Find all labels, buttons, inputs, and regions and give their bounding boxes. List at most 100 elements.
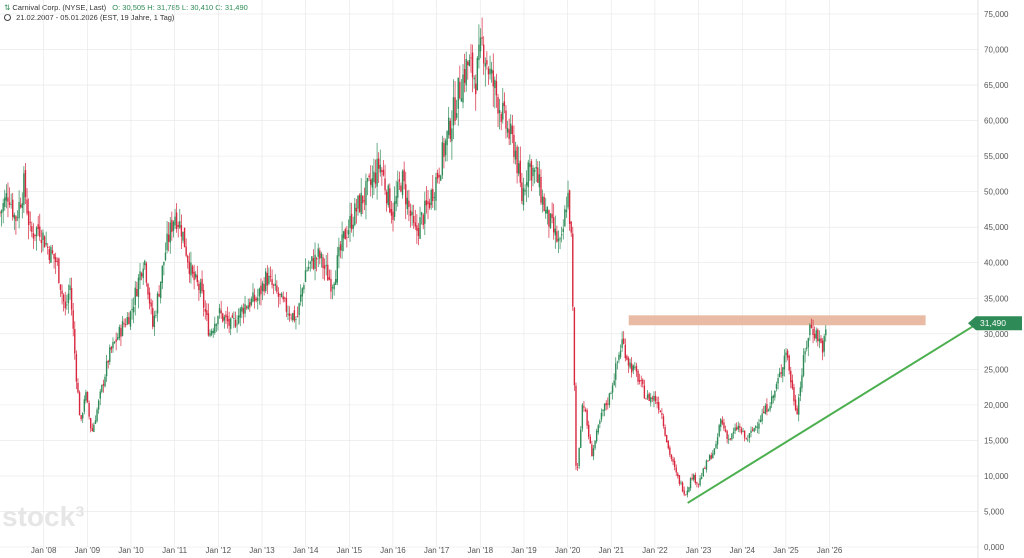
- candle-body: [398, 179, 401, 182]
- candle-body: [608, 393, 611, 406]
- candle-body: [204, 308, 206, 312]
- candle-body: [198, 283, 200, 291]
- candle-body: [295, 318, 297, 320]
- candle-body: [196, 275, 198, 283]
- x-tick-label: Jan '14: [293, 546, 319, 555]
- candle-body: [619, 350, 622, 358]
- candle-body: [465, 59, 467, 86]
- candle-body: [93, 424, 95, 432]
- x-tick-label: Jan '20: [555, 546, 581, 555]
- candle-body: [804, 351, 806, 355]
- candle-body: [683, 490, 685, 495]
- candle-body: [610, 393, 612, 395]
- resistance-zone: [628, 315, 926, 326]
- candle-body: [392, 211, 394, 220]
- candle-body: [459, 81, 461, 99]
- candle-body: [209, 333, 211, 336]
- candle-body: [124, 324, 127, 326]
- candle-body: [751, 429, 754, 431]
- candle-body: [470, 57, 472, 59]
- candle-body: [645, 398, 647, 400]
- candle-body: [288, 313, 291, 317]
- candle-body: [279, 293, 281, 296]
- candle-body: [420, 212, 423, 216]
- resistance-zone-rect: [628, 315, 926, 326]
- candle-body: [104, 376, 106, 387]
- candle-body: [648, 393, 650, 401]
- x-tick-label: Jan '23: [686, 546, 712, 555]
- candle-body: [446, 131, 448, 146]
- candle-body: [43, 236, 46, 248]
- candle-body: [82, 413, 84, 419]
- candle-body: [627, 358, 630, 366]
- candle-body: [237, 315, 240, 324]
- candle-body: [517, 163, 520, 174]
- y-tick-label: 45,000: [984, 223, 1009, 232]
- candle-body: [454, 97, 456, 121]
- candle-body: [788, 355, 790, 371]
- chart-pair-icon: ⇅: [4, 3, 11, 12]
- candle-body: [635, 365, 638, 372]
- candle-body: [629, 362, 631, 368]
- y-tick-label: 55,000: [984, 152, 1009, 161]
- candle-body: [732, 431, 735, 434]
- candle-body: [708, 455, 711, 461]
- trendline-line: [687, 322, 979, 504]
- candle-body: [195, 273, 197, 278]
- candle-body: [688, 487, 690, 492]
- candle-body: [64, 301, 66, 309]
- candle-body: [123, 323, 125, 325]
- candle-body: [672, 459, 674, 462]
- candle-body: [284, 297, 286, 299]
- candle-body: [215, 324, 218, 326]
- candle-body: [29, 222, 31, 223]
- candle-body: [778, 372, 781, 378]
- candle-body: [374, 172, 377, 184]
- candle-body: [362, 195, 364, 204]
- candle-body: [342, 231, 345, 239]
- candle-body: [436, 172, 439, 179]
- candle-body: [530, 161, 533, 181]
- candle-body: [117, 337, 119, 340]
- candle-body: [331, 287, 334, 289]
- candle-body: [177, 225, 179, 227]
- candle-body: [201, 278, 203, 292]
- candle-body: [360, 192, 362, 215]
- candle-body: [99, 391, 101, 399]
- candle-body: [697, 483, 700, 485]
- candle-body: [494, 79, 496, 89]
- candle-body: [309, 261, 311, 264]
- x-tick-label: Jan '12: [206, 546, 232, 555]
- candle-body: [774, 391, 776, 398]
- candle-body: [347, 230, 350, 235]
- candle-body: [282, 296, 284, 300]
- candle-body: [718, 425, 720, 437]
- candle-body: [490, 69, 493, 74]
- candle-body: [548, 210, 550, 227]
- candle-body: [107, 360, 109, 363]
- candle-body: [333, 283, 335, 290]
- candle-body: [252, 292, 254, 302]
- candle-body: [45, 243, 47, 245]
- candle-body: [34, 234, 36, 237]
- y-tick-label: 50,000: [984, 188, 1009, 197]
- candle-body: [350, 213, 353, 230]
- candle-body: [230, 318, 232, 329]
- candle-body: [576, 466, 579, 468]
- candle-body: [455, 113, 458, 118]
- x-tick-label: Jan '19: [511, 546, 537, 555]
- candle-body: [160, 281, 162, 299]
- candle-body: [42, 232, 44, 240]
- candle-body: [825, 329, 827, 336]
- last-price-text: 31,490: [980, 318, 1006, 328]
- y-tick-label: 0,000: [984, 543, 1005, 552]
- last-price-tag: [968, 316, 1022, 331]
- candle-body: [175, 212, 178, 230]
- candle-body: [239, 308, 241, 318]
- candle-body: [621, 339, 623, 348]
- candle-body: [155, 314, 157, 316]
- candle-body: [689, 478, 692, 489]
- candle-body: [638, 380, 641, 382]
- x-tick-label: Jan '17: [424, 546, 450, 555]
